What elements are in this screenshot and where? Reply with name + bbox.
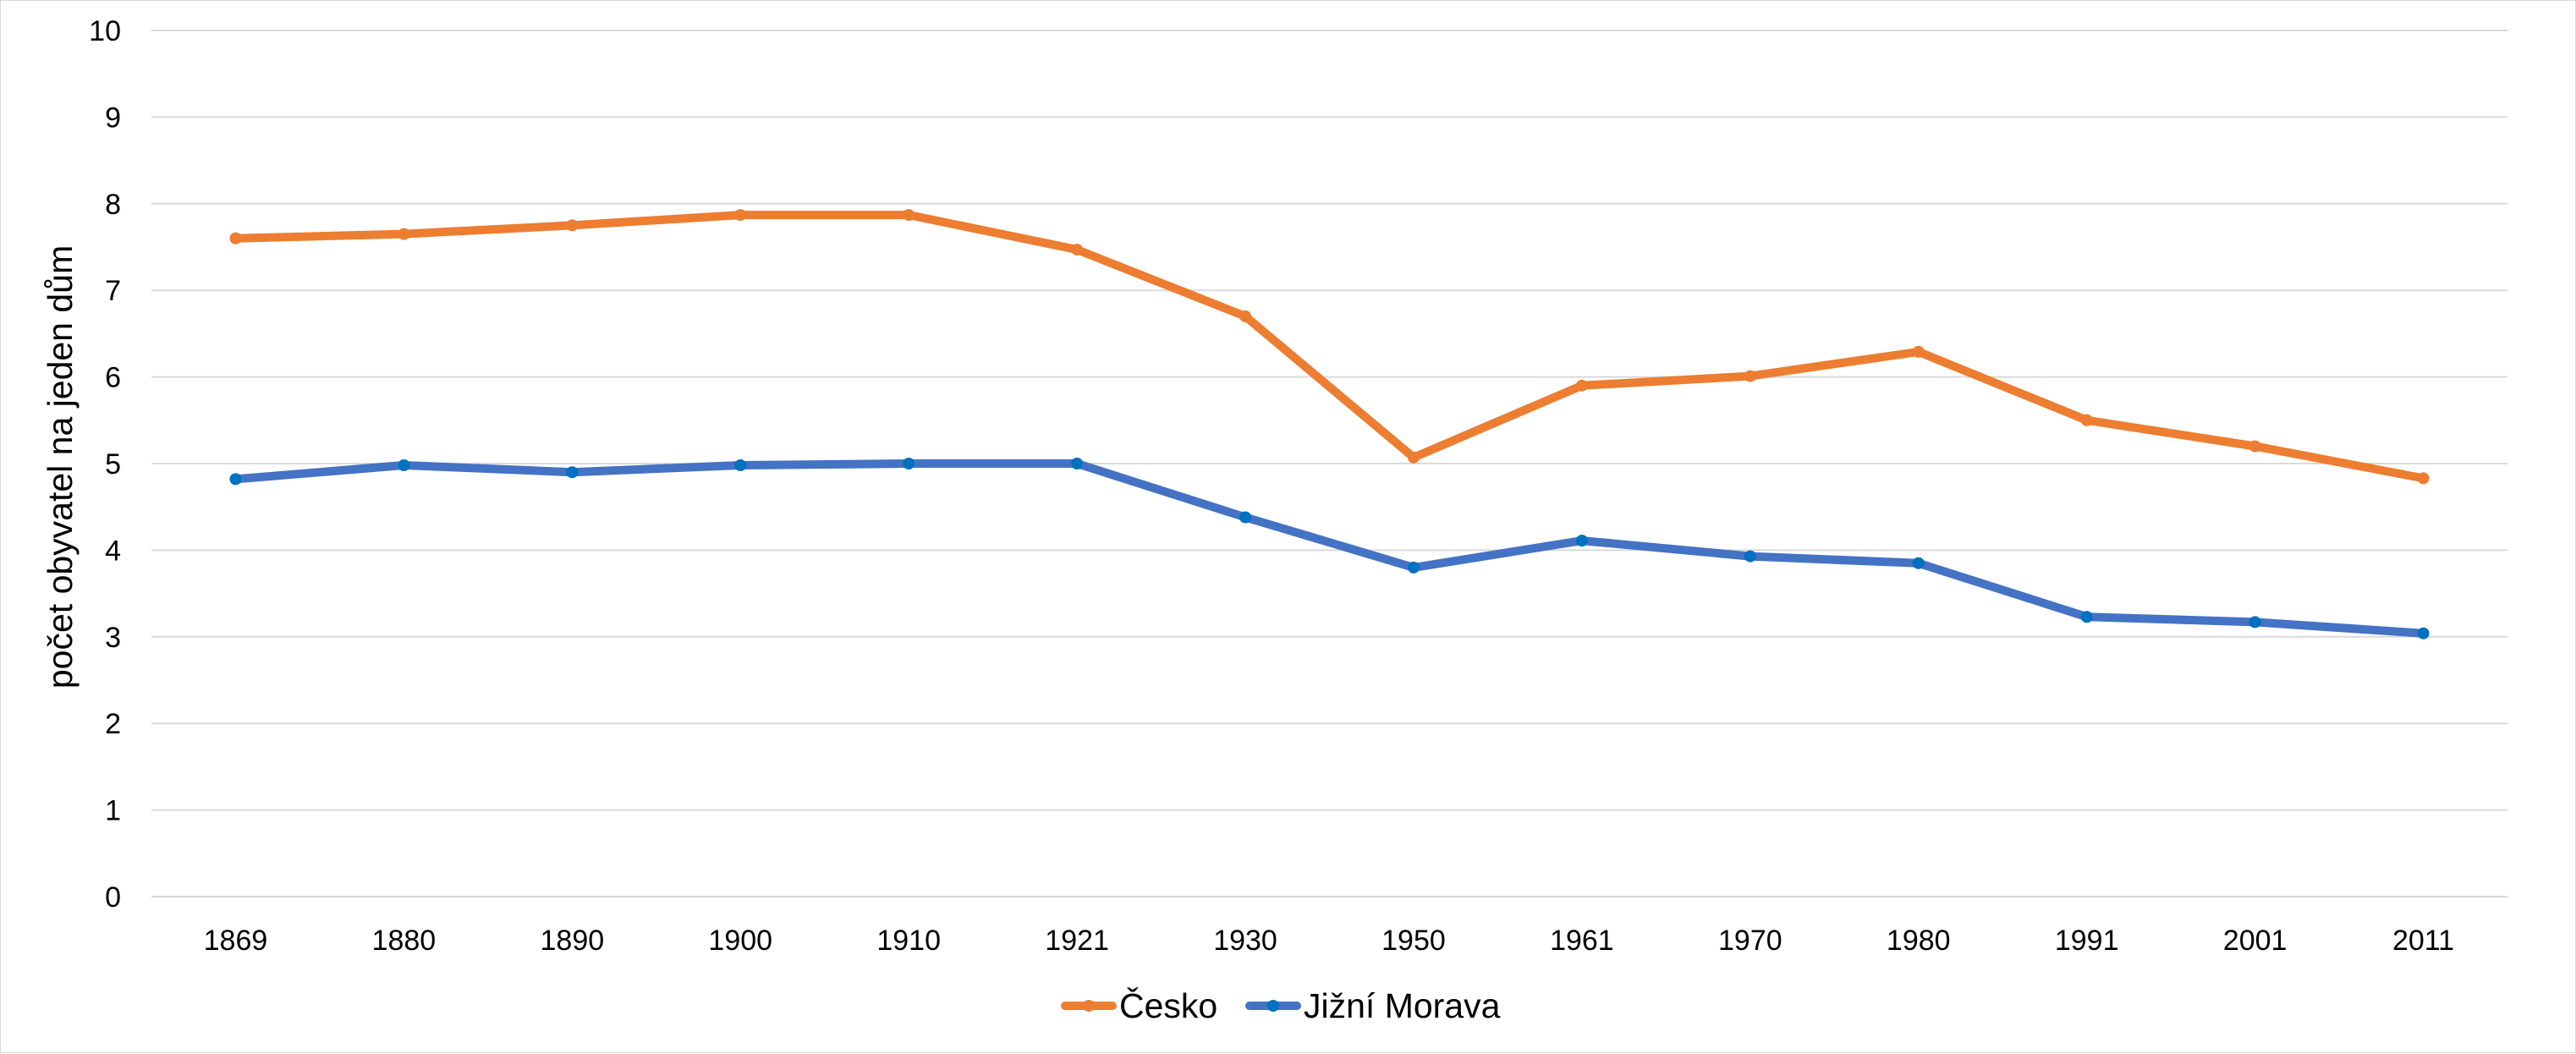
data-point [1744, 550, 1756, 563]
data-point [566, 219, 579, 232]
y-axis-title: počet obyvatel na jeden dům [41, 245, 80, 689]
y-tick-label: 2 [105, 708, 121, 740]
data-point [1239, 511, 1252, 524]
y-tick-label: 10 [89, 15, 121, 47]
data-point [1912, 345, 1925, 358]
data-point [734, 459, 747, 472]
legend-label: Jižní Morava [1304, 986, 1501, 1025]
x-tick-label: 1869 [204, 925, 268, 957]
legend-item: Jižní Morava [1245, 986, 1501, 1025]
data-point [2080, 414, 2093, 426]
y-tick-label: 6 [105, 362, 121, 394]
data-point [1407, 451, 1420, 464]
y-tick-label: 3 [105, 622, 121, 654]
data-point [1239, 310, 1252, 322]
y-tick-label: 4 [105, 535, 121, 567]
gridlines [151, 30, 2507, 898]
data-point [1071, 244, 1084, 256]
y-axis-ticks: 0 1 2 3 4 5 6 7 8 9 10 [89, 15, 121, 914]
x-tick-label: 1921 [1045, 925, 1109, 957]
series-1 [229, 209, 2430, 485]
y-tick-label: 7 [105, 275, 121, 307]
data-point [398, 228, 410, 240]
data-point [2249, 440, 2261, 453]
x-tick-label: 2001 [2223, 925, 2288, 957]
data-point [1071, 458, 1084, 469]
data-point [1575, 379, 1588, 392]
data-point [903, 458, 915, 469]
data-point [734, 209, 747, 222]
data-point [229, 232, 242, 244]
y-tick-label: 0 [105, 881, 121, 914]
data-point [229, 473, 242, 486]
data-point [2080, 611, 2093, 623]
data-point [1575, 535, 1588, 547]
data-point [2249, 616, 2261, 629]
data-point [1407, 561, 1420, 574]
x-tick-label: 1970 [1718, 925, 1782, 957]
data-point [2417, 627, 2430, 640]
data-point [903, 209, 915, 222]
series-line [231, 459, 2428, 638]
data-point [398, 459, 410, 472]
y-tick-label: 5 [105, 448, 121, 480]
x-tick-label: 1950 [1381, 925, 1446, 957]
x-axis-ticks: 1869 1880 1890 1900 1910 1921 1930 1950 1961 1970… [204, 925, 2454, 957]
x-tick-label: 1910 [876, 925, 941, 957]
data-point [566, 466, 579, 479]
y-tick-label: 9 [105, 102, 121, 134]
series-line [231, 211, 2428, 483]
data-point [1744, 370, 1756, 382]
x-tick-label: 1991 [2055, 925, 2119, 957]
x-tick-label: 1890 [541, 925, 605, 957]
x-tick-label: 1930 [1213, 925, 1277, 957]
data-point [1912, 557, 1925, 569]
legend-marker [1083, 1000, 1095, 1012]
y-tick-label: 1 [105, 795, 121, 827]
legend-label: Česko [1119, 986, 1217, 1025]
series-lines [229, 209, 2430, 640]
data-point [2417, 472, 2430, 485]
x-tick-label: 1961 [1550, 925, 1614, 957]
x-tick-label: 2011 [2392, 925, 2454, 957]
legend-item: Česko [1061, 986, 1217, 1025]
legend-marker [1267, 1000, 1279, 1012]
series-2 [229, 458, 2430, 640]
x-tick-label: 1900 [708, 925, 772, 957]
y-tick-label: 8 [105, 189, 121, 221]
legend: Česko Jižní Morava [1061, 986, 1501, 1025]
x-tick-label: 1980 [1887, 925, 1951, 957]
x-tick-label: 1880 [372, 925, 437, 957]
